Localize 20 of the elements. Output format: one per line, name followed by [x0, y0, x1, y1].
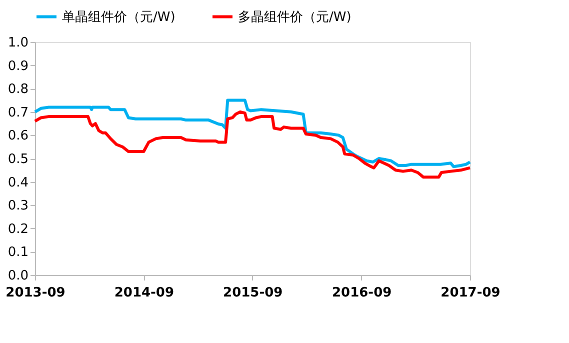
- x-tick-label: 2017-09: [440, 286, 500, 300]
- y-tick-label: 0.6: [8, 128, 28, 144]
- legend-label: 多晶组件价（元/W): [238, 10, 352, 25]
- x-tick-label: 2013-09: [6, 286, 66, 300]
- x-tick-label: 2016-09: [332, 286, 392, 300]
- y-tick-label: 0.4: [8, 175, 28, 190]
- y-tick-label: 0.3: [8, 198, 28, 214]
- y-tick-label: 0.5: [8, 152, 28, 167]
- y-tick-label: 0.7: [8, 105, 28, 120]
- line-series: [34, 98, 472, 168]
- y-tick-label: 0.1: [8, 245, 28, 260]
- x-tick-label: 2014-09: [114, 286, 174, 300]
- x-tick-label: 2015-09: [223, 286, 283, 300]
- y-tick-label: 1.0: [8, 36, 28, 50]
- y-tick-label: 0.2: [8, 222, 28, 237]
- y-tick-label: 0.0: [8, 268, 28, 284]
- y-tick-label: 0.9: [8, 58, 28, 74]
- line-series: [34, 110, 472, 179]
- legend-label: 单晶组件价（元/W): [62, 10, 176, 25]
- y-tick-label: 0.8: [8, 82, 28, 98]
